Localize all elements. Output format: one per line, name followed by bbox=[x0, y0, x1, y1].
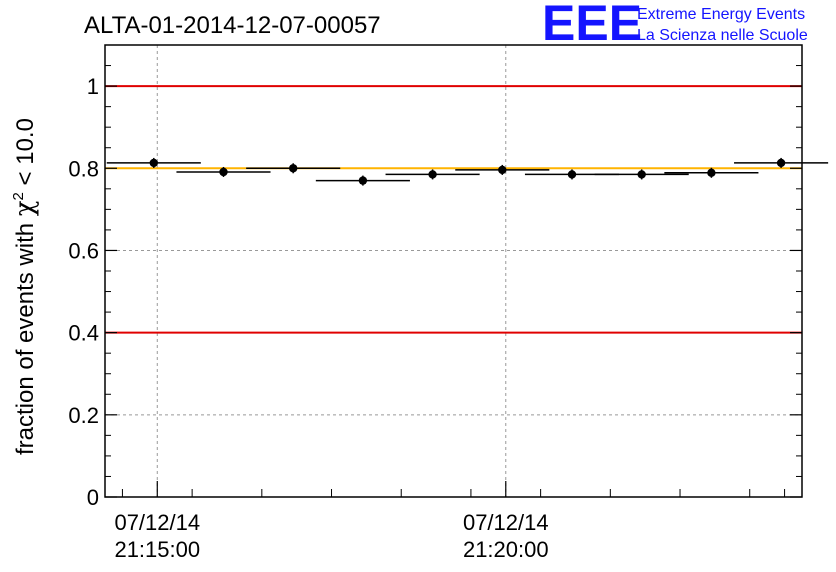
point-marker bbox=[219, 167, 228, 177]
data-point bbox=[664, 167, 759, 178]
x-tick-label-date: 07/12/14 bbox=[463, 510, 549, 535]
axis-ticks bbox=[105, 44, 802, 498]
y-axis-label-exponent: 2 bbox=[10, 192, 27, 200]
data-point bbox=[385, 169, 480, 180]
data-point bbox=[106, 157, 201, 168]
logo-line2: La Scienza nelle Scuole bbox=[637, 27, 808, 44]
y-axis-label-prefix: fraction of events with bbox=[12, 216, 39, 455]
tick-labels: 00.20.40.60.8107/12/1421:15:0007/12/1421… bbox=[68, 74, 548, 562]
point-marker bbox=[149, 158, 158, 168]
data-point bbox=[455, 164, 550, 175]
x-tick-label-time: 21:20:00 bbox=[463, 537, 549, 562]
logo-line1: Extreme Energy Events bbox=[637, 6, 805, 23]
x-tick-label-date: 07/12/14 bbox=[114, 510, 200, 535]
data-point bbox=[176, 166, 271, 177]
eee-logo: EEE Extreme Energy Events La Scienza nel… bbox=[542, 0, 808, 51]
data-point bbox=[734, 157, 829, 168]
chi-symbol: χ bbox=[10, 200, 40, 216]
y-tick-label: 0.6 bbox=[68, 238, 99, 263]
x-tick-label-time: 21:15:00 bbox=[114, 537, 200, 562]
data-points bbox=[106, 157, 829, 186]
logo-mark: EEE bbox=[542, 0, 642, 51]
y-tick-label: 0.4 bbox=[68, 321, 99, 346]
y-tick-label: 0.2 bbox=[68, 403, 99, 428]
point-marker bbox=[637, 170, 646, 179]
point-marker bbox=[358, 176, 368, 185]
reference-lines bbox=[105, 85, 802, 334]
y-tick-label: 0 bbox=[87, 485, 99, 510]
data-point bbox=[315, 175, 410, 186]
plot-frame bbox=[104, 44, 803, 498]
point-marker bbox=[707, 168, 716, 177]
y-tick-label: 0.8 bbox=[68, 156, 99, 181]
point-marker bbox=[567, 170, 577, 179]
y-axis-label-suffix: < 10.0 bbox=[12, 118, 39, 192]
point-marker bbox=[428, 170, 437, 179]
y-tick-label: 1 bbox=[87, 74, 99, 99]
grid-layer bbox=[105, 45, 802, 497]
data-point bbox=[246, 163, 341, 174]
point-marker bbox=[776, 158, 786, 168]
y-axis-label: fraction of events with χ2 < 10.0 bbox=[10, 118, 40, 455]
data-point bbox=[594, 169, 689, 180]
point-marker bbox=[498, 165, 507, 175]
point-marker bbox=[288, 164, 298, 173]
chart-title: ALTA-01-2014-12-07-00057 bbox=[84, 12, 381, 39]
